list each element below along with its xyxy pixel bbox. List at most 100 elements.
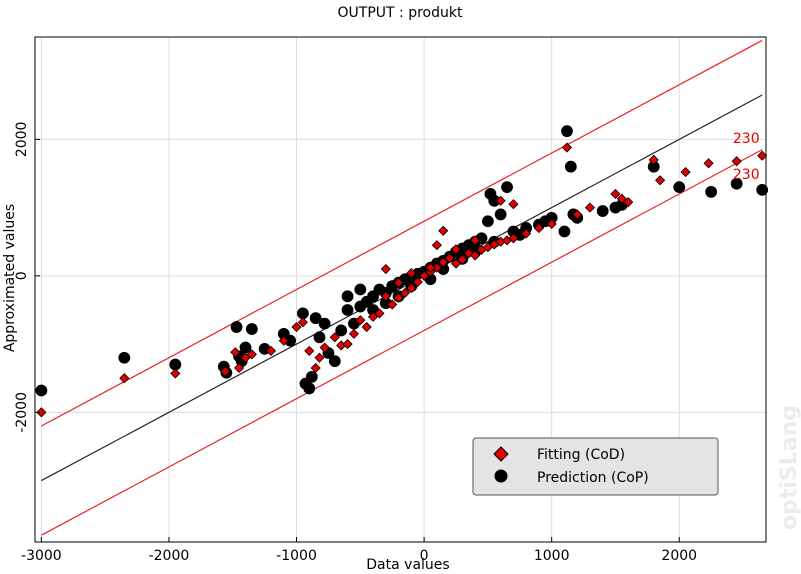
fitting-point — [393, 277, 404, 288]
fitting-point — [278, 335, 289, 346]
y-tick-label: -2000 — [14, 392, 30, 433]
x-tick-label: 2000 — [661, 548, 697, 564]
prediction-point — [309, 312, 322, 325]
prediction-point — [341, 304, 354, 316]
prediction-point — [354, 283, 367, 296]
legend-box — [472, 437, 719, 496]
prediction-point — [245, 323, 258, 335]
grid — [35, 37, 766, 542]
fitting-point — [387, 299, 398, 310]
fitting-point — [438, 225, 449, 236]
legend-fitting-label: Fitting (CoD) — [537, 447, 625, 463]
prediction-point — [481, 215, 494, 228]
fitting-point — [310, 362, 321, 374]
prediction-point — [673, 181, 686, 194]
fitting-point — [495, 195, 506, 206]
y-tick-label: 2000 — [14, 122, 30, 158]
fitting-point — [374, 308, 385, 319]
fitting-series — [36, 142, 768, 418]
fitting-point — [348, 328, 360, 339]
reference-lines — [41, 39, 763, 536]
prediction-point — [230, 321, 243, 333]
x-axis-ticks: -3000 -2000 -1000 0 1000 2000 — [21, 537, 697, 564]
prediction-point — [596, 205, 609, 217]
fitting-point — [380, 291, 391, 302]
fitting-point — [444, 253, 455, 264]
fitting-point — [546, 218, 557, 230]
fitting-point — [220, 366, 231, 377]
fitting-point — [230, 347, 241, 358]
fitting-point — [610, 188, 621, 200]
fitting-point — [361, 321, 372, 333]
prediction-point — [561, 125, 573, 138]
x-axis-label: Data values — [366, 557, 449, 573]
fitting-point — [304, 345, 315, 356]
fitting-point — [314, 352, 325, 363]
x-tick-label: -3000 — [21, 548, 62, 564]
fitting-point — [419, 270, 430, 281]
fitting-point — [380, 263, 391, 275]
fitting-point — [119, 373, 130, 384]
prediction-point — [730, 177, 743, 190]
x-tick-label: 0 — [420, 548, 429, 564]
annotations: 230 230 — [733, 131, 760, 183]
prediction-point — [35, 384, 48, 397]
fitting-point — [533, 223, 544, 234]
fitting-point — [431, 240, 442, 251]
fitting-point — [584, 202, 596, 213]
x-tick-label: -2000 — [149, 548, 190, 564]
fitting-point — [368, 311, 379, 322]
fitting-point — [508, 233, 519, 244]
fitting-point — [291, 321, 302, 333]
x-tick-label: 1000 — [534, 548, 570, 564]
prediction-point — [313, 331, 326, 344]
fitting-point — [648, 154, 659, 165]
fitting-point — [655, 175, 666, 186]
y-axis-label: Approximated values — [2, 204, 18, 352]
fitting-point — [342, 339, 353, 350]
prediction-point — [564, 160, 577, 173]
watermark: optiSLang — [777, 405, 801, 530]
fitting-point — [399, 287, 411, 298]
ideal-line — [41, 94, 763, 482]
fitting-point — [412, 276, 423, 288]
legend-prediction-marker — [494, 469, 508, 483]
fitting-point — [450, 244, 462, 255]
chart-title: OUTPUT : produkt — [338, 5, 463, 21]
fitting-point — [572, 209, 583, 220]
x-tick-label: -1000 — [276, 548, 317, 564]
legend-prediction-label: Prediction (CoP) — [537, 470, 649, 486]
prediction-point — [303, 382, 316, 395]
prediction-point — [328, 355, 341, 368]
legend: Fitting (CoD) Prediction (CoP) — [472, 437, 719, 496]
prediction-point — [558, 225, 571, 238]
fitting-point — [703, 158, 714, 169]
fitting-point — [393, 292, 404, 303]
fitting-point — [425, 262, 436, 273]
data-points — [35, 125, 769, 418]
lower-bound-line — [41, 149, 763, 536]
fitting-point — [470, 250, 481, 261]
fitting-point — [521, 228, 532, 239]
prediction-point — [118, 351, 131, 364]
fitting-point — [355, 315, 366, 326]
fitting-point — [561, 142, 573, 153]
fitting-point — [246, 349, 257, 360]
fitting-point — [234, 362, 245, 374]
fitting-point — [450, 258, 462, 269]
fitting-point — [757, 150, 768, 161]
y-tick-label: 0 — [14, 271, 30, 280]
prediction-point — [705, 186, 718, 198]
fitting-point — [406, 283, 417, 294]
prediction-point — [341, 290, 354, 303]
plot-frame — [34, 36, 767, 543]
prediction-point — [494, 208, 507, 221]
fitting-point — [508, 199, 519, 210]
fitting-point — [457, 254, 468, 265]
prediction-point — [318, 317, 331, 330]
outlier-label: 230 — [733, 167, 760, 183]
fitting-point — [731, 156, 742, 167]
y-axis-ticks: -2000 0 2000 — [14, 122, 40, 433]
outlier-label: 230 — [733, 131, 760, 147]
upper-bound-line — [41, 39, 763, 427]
